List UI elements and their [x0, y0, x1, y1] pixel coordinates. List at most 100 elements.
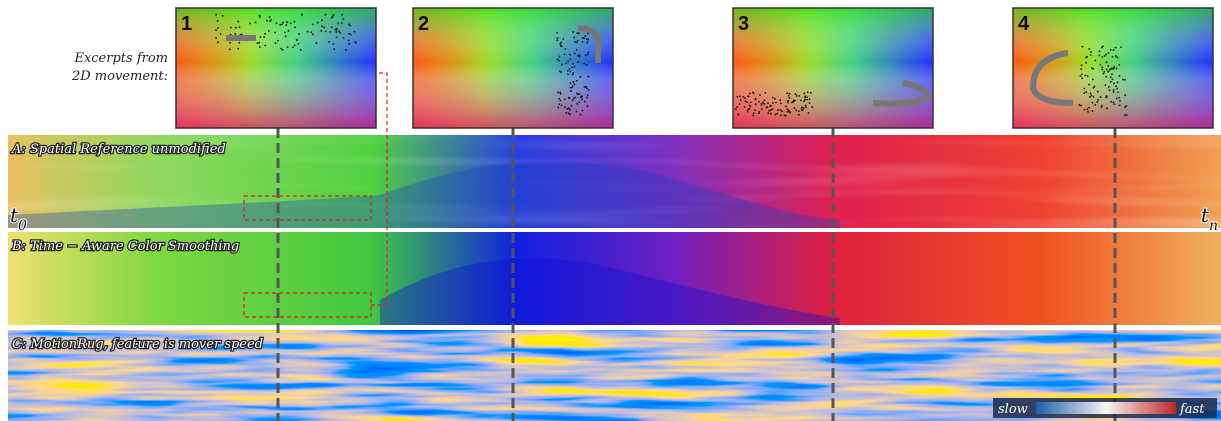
excerpt-number: 2 — [418, 13, 429, 35]
mover-dot — [795, 93, 797, 95]
mover-dot — [561, 64, 563, 66]
excerpt-panel: 4 — [1013, 8, 1213, 128]
mover-dot — [573, 37, 575, 39]
mover-dot — [564, 106, 566, 108]
mover-dot — [803, 100, 805, 102]
mover-dot — [1092, 79, 1094, 81]
mover-dot — [1080, 105, 1082, 107]
mover-dot — [587, 39, 589, 41]
mover-dot — [780, 114, 782, 116]
mover-dot — [1110, 49, 1112, 51]
figure: Excerpts from 2D movement: 1234 A: Spati… — [0, 0, 1221, 421]
excerpt-panel: 3 — [733, 8, 933, 128]
mover-dot — [1106, 61, 1108, 63]
time-subscript: n — [1209, 218, 1218, 234]
mover-dot — [558, 60, 560, 62]
mover-dot — [1110, 81, 1112, 83]
mover-dot — [1113, 49, 1115, 51]
mover-dot — [587, 105, 589, 107]
mover-dot — [282, 22, 284, 24]
mover-dot — [570, 82, 572, 84]
mover-dot — [574, 83, 576, 85]
mover-dot — [754, 109, 756, 111]
mover-dot — [786, 108, 788, 110]
mover-dot — [1112, 56, 1114, 58]
mover-dot — [284, 31, 286, 33]
mover-dot — [789, 97, 791, 99]
mover-dot — [1116, 97, 1118, 99]
mover-dot — [805, 105, 807, 107]
mover-dot — [1081, 64, 1083, 66]
mover-dot — [1082, 46, 1084, 48]
mover-dot — [586, 42, 588, 44]
mover-dot — [582, 37, 584, 39]
mover-dot — [566, 108, 568, 110]
mover-dot — [576, 103, 578, 105]
mover-dot — [1088, 48, 1090, 50]
mover-dot — [744, 106, 746, 108]
caption: Excerpts from 2D movement: — [71, 51, 168, 84]
mover-dot — [557, 92, 559, 94]
mover-dot — [569, 54, 571, 56]
mover-dot — [1096, 101, 1098, 103]
mover-dot — [1106, 68, 1108, 70]
mover-dot — [785, 115, 787, 117]
mover-dot — [576, 49, 578, 51]
mover-dot — [572, 85, 574, 87]
mover-dot — [761, 104, 763, 106]
mover-dot — [572, 99, 574, 101]
mover-dot — [569, 58, 571, 60]
mover-dot — [749, 93, 751, 95]
mover-dot — [558, 56, 560, 58]
mover-dot — [750, 101, 752, 103]
mover-dot — [556, 39, 558, 41]
panel-overlay — [1013, 8, 1213, 128]
legend-low: slow — [998, 402, 1028, 417]
mover-dot — [281, 23, 283, 25]
mover-dot — [559, 43, 561, 45]
row-label: B: Time − Aware Color Smoothing — [11, 239, 239, 254]
mover-dot — [287, 46, 289, 48]
mover-dot — [354, 41, 356, 43]
mover-dot — [1110, 76, 1112, 78]
mover-dot — [564, 53, 566, 55]
mover-dot — [325, 14, 327, 16]
mover-dot — [772, 97, 774, 99]
mover-dot — [323, 27, 325, 29]
mover-dot — [1105, 76, 1107, 78]
mover-dot — [739, 95, 741, 97]
mover-dot — [1090, 93, 1092, 95]
mover-dot — [558, 98, 560, 100]
mover-dot — [803, 107, 805, 109]
mover-dot — [758, 111, 760, 113]
mover-dot — [1094, 59, 1096, 61]
mover-dot — [1104, 84, 1106, 86]
mover-dot — [744, 100, 746, 102]
mover-dot — [1117, 56, 1119, 58]
mover-dot — [329, 31, 331, 33]
mover-dot — [576, 80, 578, 82]
mover-dot — [578, 101, 580, 103]
mover-dot — [1089, 96, 1091, 98]
mover-dot — [348, 43, 350, 45]
mover-dot — [585, 54, 587, 56]
excerpt-number: 3 — [738, 13, 749, 35]
mover-dot — [296, 39, 298, 41]
mover-dot — [1092, 68, 1094, 70]
mover-dot — [739, 103, 741, 105]
mover-dot — [565, 112, 567, 114]
mover-dot — [1100, 96, 1102, 98]
mover-dot — [229, 48, 231, 50]
mover-dot — [580, 114, 582, 116]
mover-dot — [339, 32, 341, 34]
mover-dot — [736, 96, 738, 98]
mover-dot — [1084, 75, 1086, 77]
mover-dot — [1119, 75, 1121, 77]
mover-dot — [1120, 46, 1122, 48]
mover-dot — [744, 97, 746, 99]
mover-dot — [1115, 55, 1117, 57]
mover-dot — [774, 98, 776, 100]
mover-dot — [1119, 104, 1121, 106]
mover-dot — [348, 39, 350, 41]
mover-dot — [802, 109, 804, 111]
